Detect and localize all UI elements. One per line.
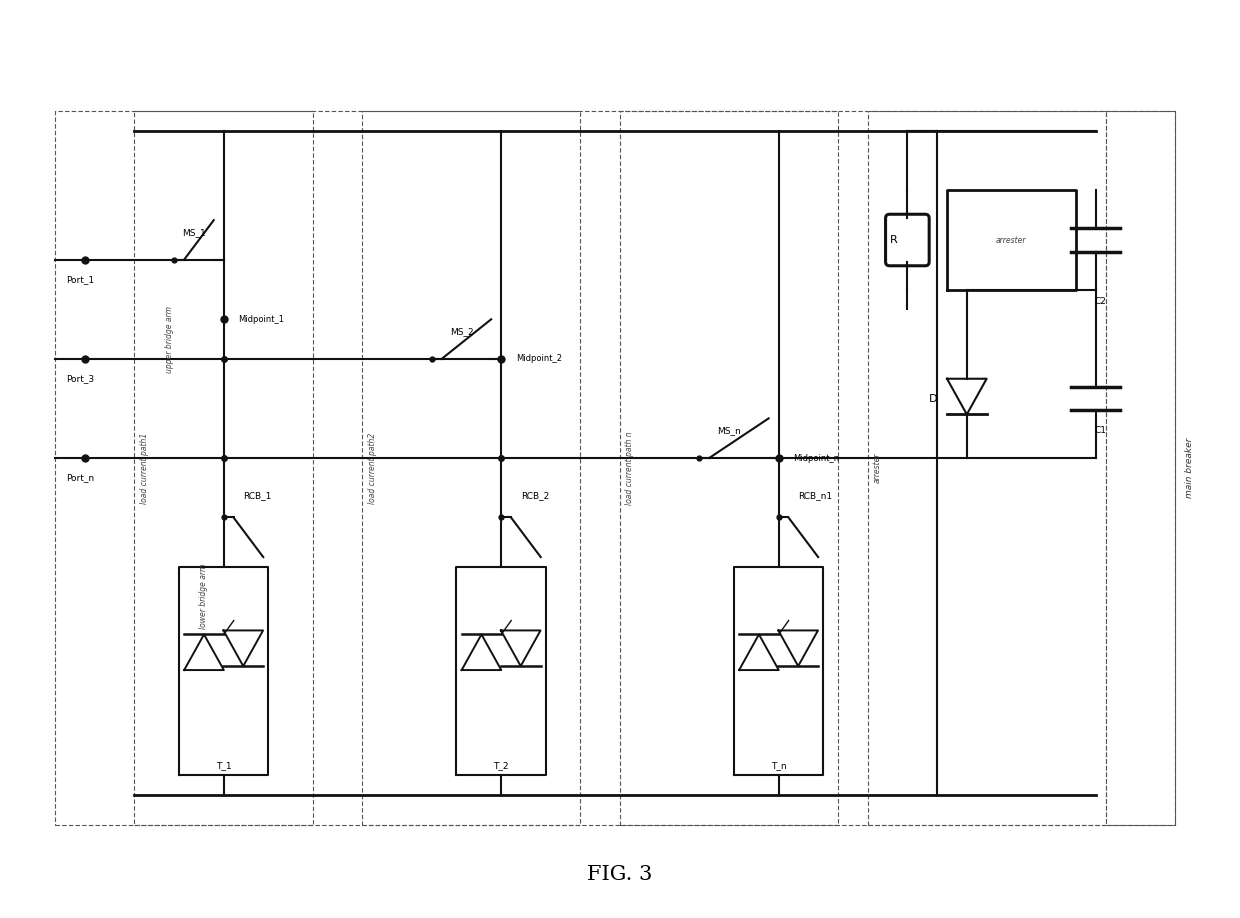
Text: R: R [890,235,898,245]
Text: T_2: T_2 [494,761,508,770]
Text: RCB_1: RCB_1 [243,490,272,499]
Text: main breaker: main breaker [1185,438,1194,498]
Text: load current path n: load current path n [625,431,635,505]
Text: MS_n: MS_n [717,426,740,435]
Text: MS_2: MS_2 [450,327,474,336]
Text: MS_1: MS_1 [182,228,206,237]
Text: C1: C1 [1095,426,1106,435]
Text: upper bridge arm: upper bridge arm [165,306,174,373]
Text: lower bridge arm: lower bridge arm [200,564,208,630]
Text: arrester: arrester [873,453,882,483]
Text: D: D [929,394,937,404]
Text: arrester: arrester [996,236,1027,244]
Text: RCB_2: RCB_2 [521,490,549,499]
Text: RCB_n1: RCB_n1 [799,490,832,499]
Text: Midpoint_1: Midpoint_1 [238,315,284,324]
Text: Port_n: Port_n [66,473,94,482]
Text: Midpoint_2: Midpoint_2 [516,354,562,364]
Text: FIG. 3: FIG. 3 [588,865,652,884]
Text: Midpoint_n: Midpoint_n [794,453,839,463]
Text: C2: C2 [1095,297,1106,307]
Text: Port_1: Port_1 [66,274,94,284]
Text: load current path2: load current path2 [368,432,377,504]
Text: load current path1: load current path1 [140,432,149,504]
Text: Port_3: Port_3 [66,374,94,383]
Text: T_n: T_n [771,761,786,770]
Text: T_1: T_1 [216,761,232,770]
